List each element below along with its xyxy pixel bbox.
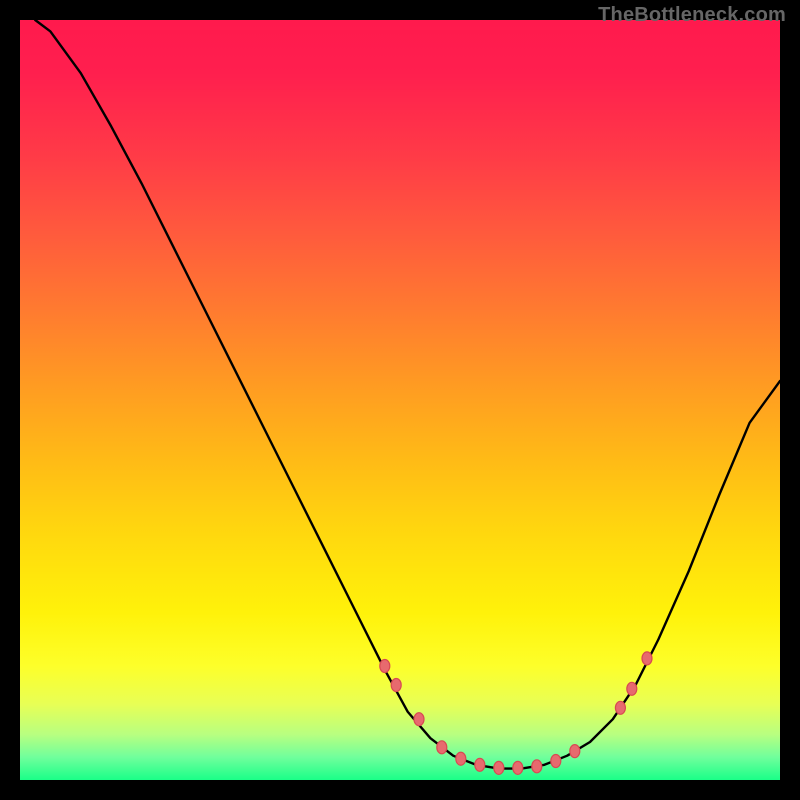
bottleneck-curve-chart bbox=[0, 0, 800, 800]
curve-marker bbox=[437, 741, 447, 754]
curve-marker bbox=[513, 761, 523, 774]
curve-marker bbox=[380, 660, 390, 673]
curve-marker bbox=[456, 752, 466, 765]
curve-marker bbox=[615, 701, 625, 714]
curve-marker bbox=[532, 760, 542, 773]
curve-marker bbox=[391, 679, 401, 692]
curve-marker bbox=[642, 652, 652, 665]
watermark-text: TheBottleneck.com bbox=[598, 4, 786, 27]
curve-marker bbox=[570, 745, 580, 758]
chart-stage: TheBottleneck.com bbox=[0, 0, 800, 800]
curve-marker bbox=[627, 682, 637, 695]
plot-gradient-background bbox=[20, 20, 780, 780]
curve-marker bbox=[551, 755, 561, 768]
curve-marker bbox=[475, 758, 485, 771]
curve-marker bbox=[414, 713, 424, 726]
curve-marker bbox=[494, 761, 504, 774]
